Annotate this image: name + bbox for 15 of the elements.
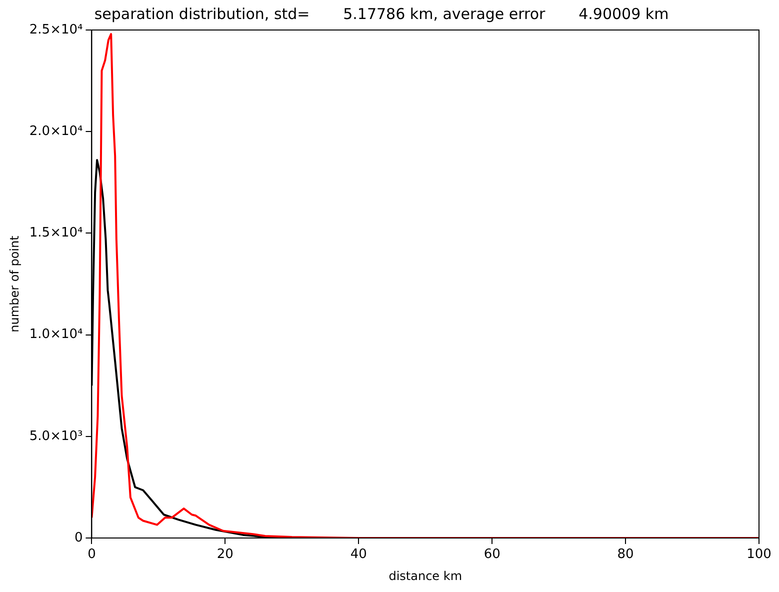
x-tick-label: 0 <box>88 547 96 562</box>
x-tick-label: 20 <box>216 547 234 562</box>
y-tick-label: 2.5×10⁴ <box>29 22 83 38</box>
chart-title: separation distribution, std= 5.17786 km, average error 4.90009 km <box>94 4 669 23</box>
y-tick-label: 0 <box>74 530 83 546</box>
y-tick-label: 1.5×10⁴ <box>29 226 83 241</box>
x-axis-title: distance km <box>388 568 462 583</box>
y-tick-label: 1.0×10⁴ <box>29 327 83 342</box>
x-tick-label: 40 <box>350 547 367 562</box>
y-axis-title: number of point <box>7 235 22 332</box>
y-tick-label: 2.0×10⁴ <box>29 124 83 139</box>
x-tick-label: 100 <box>746 547 772 562</box>
x-tick-label: 80 <box>617 547 634 562</box>
y-tick-label: 5.0×10³ <box>29 428 83 444</box>
x-tick-label: 60 <box>484 547 500 562</box>
